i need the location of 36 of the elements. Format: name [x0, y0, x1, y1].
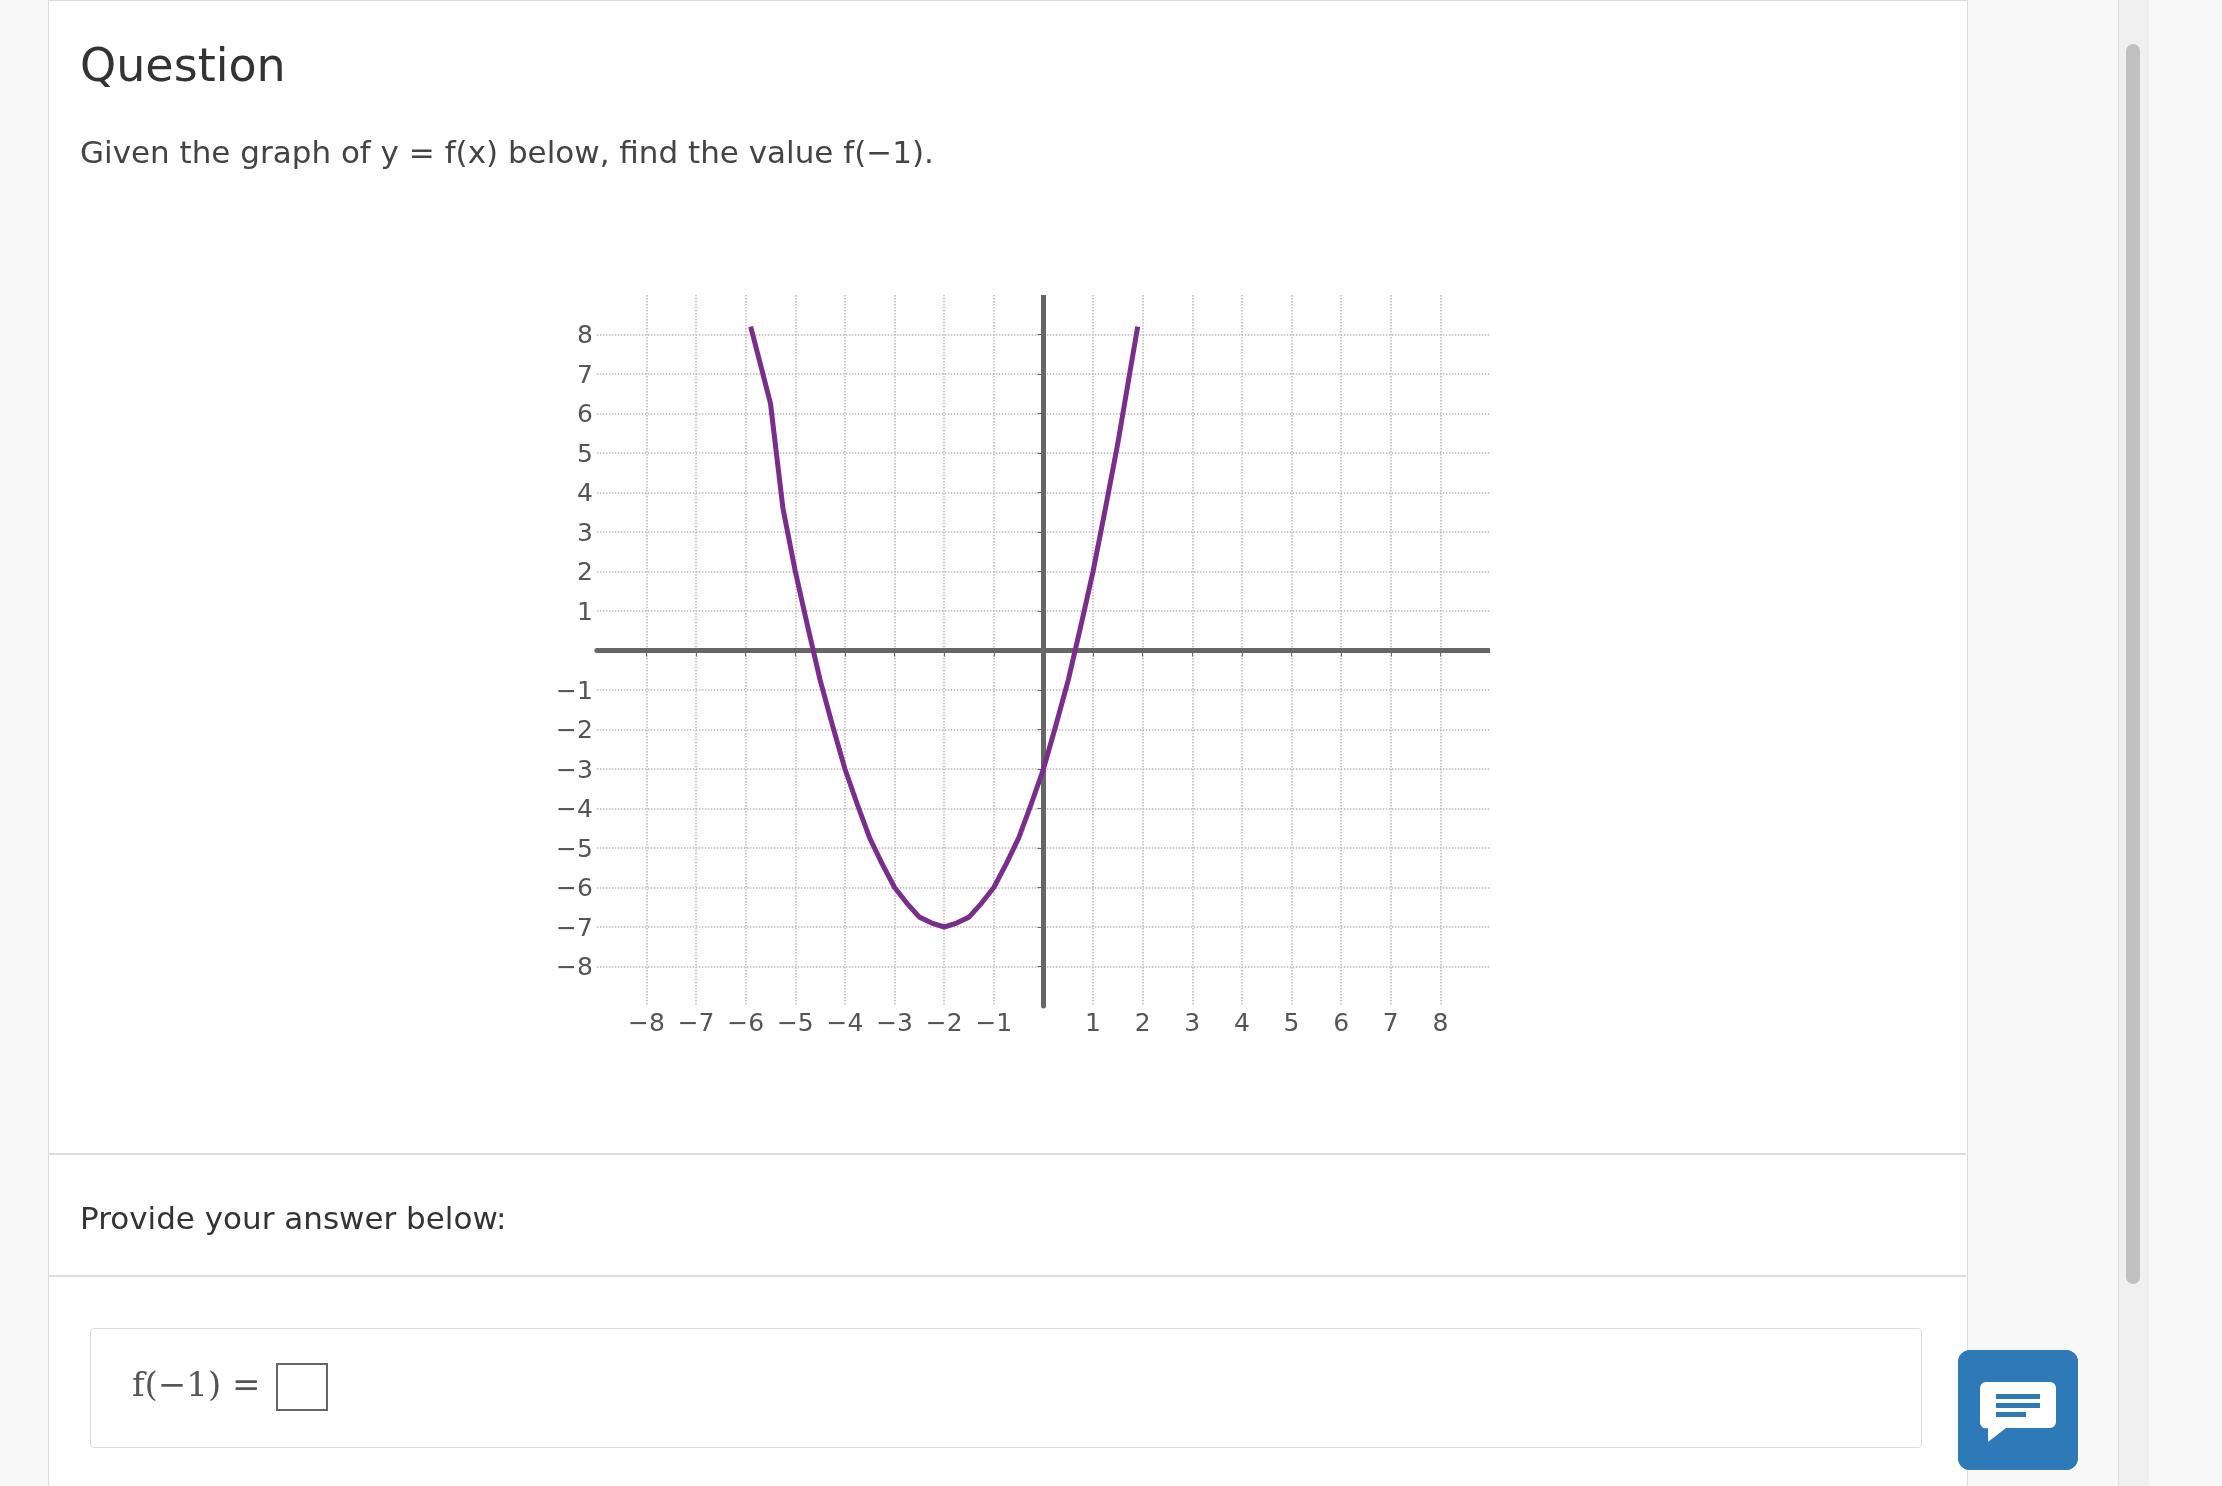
- x-tick-label: 6: [1333, 1008, 1350, 1037]
- y-tick-label: 1: [576, 596, 593, 626]
- x-tick-label: 2: [1134, 1008, 1151, 1037]
- x-tick-label: −6: [727, 1008, 765, 1037]
- y-tick-label: −6: [555, 873, 593, 902]
- y-tick-label: −7: [555, 912, 593, 942]
- x-tick-label: −2: [925, 1008, 963, 1037]
- y-tick-label: 5: [576, 438, 593, 468]
- x-tick-label: 3: [1184, 1008, 1201, 1037]
- x-tick-label: 8: [1432, 1008, 1449, 1037]
- text: Provide your answer below:: [80, 1200, 507, 1236]
- y-tick-label: −1: [555, 675, 593, 705]
- y-tick-label: −2: [555, 715, 593, 744]
- x-tick-label: −8: [628, 1008, 665, 1037]
- y-tick-label: −5: [555, 833, 593, 863]
- x-tick-label: 1: [1085, 1008, 1101, 1037]
- y-tick-label: 2: [576, 557, 593, 586]
- text: Question: [80, 38, 286, 92]
- y-tick-label: −4: [555, 794, 593, 823]
- y-tick-label: −3: [555, 754, 593, 784]
- x-tick-label: 5: [1283, 1008, 1300, 1037]
- x-tick-label: −5: [776, 1008, 814, 1037]
- x-tick-label: −4: [826, 1008, 864, 1037]
- x-tick-label: 7: [1382, 1008, 1399, 1037]
- y-tick-label: 7: [576, 359, 593, 389]
- y-tick-label: 3: [576, 517, 593, 547]
- y-tick-label: 4: [576, 478, 593, 507]
- y-tick-label: 8: [576, 320, 593, 349]
- y-tick-label: 6: [576, 399, 593, 428]
- x-tick-label: 4: [1233, 1008, 1250, 1037]
- text: f(−1) =: [132, 1364, 261, 1404]
- x-tick-label: −1: [975, 1008, 1013, 1037]
- x-tick-label: −3: [876, 1008, 913, 1037]
- x-tick-label: −7: [677, 1008, 715, 1037]
- y-tick-label: −8: [555, 952, 593, 981]
- chart-subtitle: Given the graph of y = f(x) below, find the value f(−1).: [80, 134, 934, 170]
